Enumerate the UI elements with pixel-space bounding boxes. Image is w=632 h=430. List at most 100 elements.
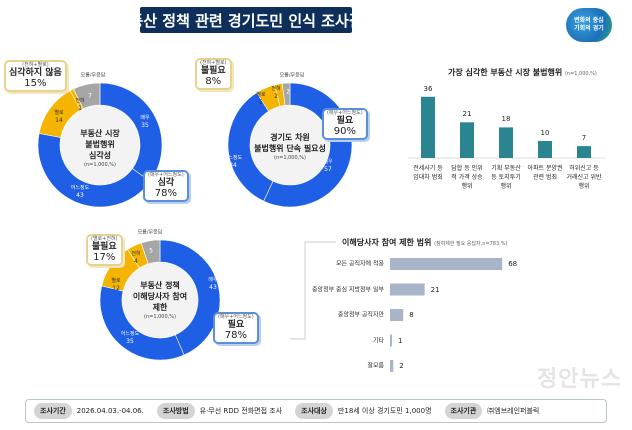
segment-label-title: 모름/무응답 — [279, 72, 305, 79]
title-text: 부동산 정책 관련 경기도민 인식 조사결과 — [115, 11, 377, 30]
segment-label: 전혀 2 — [271, 86, 280, 100]
bar — [390, 360, 394, 372]
callout-main: 불필요 — [200, 65, 226, 76]
callout-percent: 8% — [205, 76, 222, 88]
callout-percent: 78% — [154, 188, 177, 200]
donut-slice — [73, 82, 101, 110]
segment-label: 2 — [286, 89, 290, 96]
bar-category-label: 잘모름 — [367, 362, 384, 370]
segment-label: 별로 12 — [111, 278, 120, 292]
segment-value: 5 — [149, 247, 153, 255]
segment-name: 별로 — [256, 92, 266, 98]
segment-value: 2 — [286, 88, 290, 96]
callout-main: 필요 — [336, 115, 354, 126]
donut-center-title: 부동산 시장 불법행위 심각성 (n=1,000,%) — [50, 128, 150, 169]
segment-label: 어느정도 43 — [71, 185, 89, 199]
segment-value: 35 — [126, 338, 134, 345]
bar-category-label: 기획 부동산 등 토지투기 행위 — [491, 165, 521, 190]
footer-value: 유·무선 RDD 전화면접 조사 — [199, 407, 283, 415]
donut-hole — [60, 105, 140, 185]
segment-label-title: 모름/무응답 — [137, 229, 163, 236]
segment-name: 별로 — [54, 110, 64, 116]
segment-name: 별로 — [111, 278, 121, 284]
bar-value: 8 — [409, 311, 414, 319]
segment-value: 43 — [209, 284, 217, 291]
center-title-line: 이해당사자 참여 — [132, 292, 188, 301]
segment-label: 전혀 4 — [131, 251, 140, 265]
donut-hole — [250, 105, 330, 185]
chart-note: (n=1,000,%) — [564, 71, 597, 77]
donut-slice — [140, 239, 161, 265]
bar-category-label: 중앙정부 공직자만 — [337, 311, 384, 319]
bar-value: 18 — [501, 115, 511, 124]
chart-note: (참여제한 필요 응답자,n=783,%) — [434, 241, 508, 247]
bar-category-label: 전세사기 등 임대차 범죄 — [413, 165, 443, 181]
bar — [390, 309, 404, 321]
chart-title: 가장 심각한 부동산 시장 불법행위 (n=1,000,%) — [448, 68, 597, 77]
bar-value: 68 — [508, 260, 518, 268]
footer-label: 조사기간 — [34, 403, 72, 419]
callout-percent: 78% — [224, 330, 247, 342]
segment-label: 매우 43 — [208, 277, 217, 291]
bar-category-label: 아파트 분양권 관련 범죄 — [527, 165, 563, 181]
sample-note: (n=1,000,%) — [84, 162, 116, 168]
callout-box: (매우+어느정도) 필요 78% — [213, 312, 259, 345]
gyeonggi-logo: 변화의 중심 기회의 경기 — [566, 8, 612, 42]
sample-note: (n=1,000,%) — [274, 155, 306, 161]
segment-label: 5 — [149, 248, 153, 255]
footer-value: ㈜엠브레인퍼블릭 — [487, 407, 540, 415]
logo-text: 변화의 중심 — [574, 17, 604, 24]
center-title-line: 심각성 — [88, 151, 112, 160]
segment-name: 어느정도 — [70, 185, 90, 191]
bar-category-label: 중앙정부 중심 지방정부 일부 — [312, 286, 384, 293]
donut-slice — [159, 239, 221, 356]
bar-category-label: 담합 등 인위적 가격 상승행위 — [451, 165, 483, 190]
footer-value: 만18세 이상 경기도민 1,000명 — [337, 407, 432, 415]
callout-main: 불필요 — [91, 241, 117, 252]
callout-sub: (매우+어느정도) — [148, 172, 184, 178]
segment-label: 전혀 1 — [75, 98, 84, 112]
callout-sub: (매우+어느정도) — [327, 110, 363, 116]
segment-name: 전혀 — [131, 251, 141, 257]
segment-value: 12 — [112, 285, 120, 292]
segment-value: 14 — [55, 117, 63, 124]
callout-sub: (별로+전혀) — [91, 236, 118, 242]
center-title-line: 불법행위 — [85, 140, 115, 149]
segment-label: 어느정도 34 — [224, 155, 242, 169]
segment-name: 매우 — [323, 159, 333, 165]
bar-value: 10 — [540, 129, 550, 137]
bar — [538, 141, 552, 158]
bar — [421, 96, 435, 158]
callout-percent: 90% — [333, 126, 356, 138]
segment-label: 별로 14 — [54, 110, 63, 124]
segment-value: 7 — [88, 92, 92, 100]
bar-category-label: 모든 공직자에 적용 — [336, 260, 384, 268]
callout-main: 필요 — [227, 319, 245, 330]
segment-value: 43 — [76, 192, 84, 199]
segment-name: 전혀 — [75, 98, 85, 104]
footer-label: 조사기관 — [444, 403, 483, 419]
segment-value: 34 — [229, 162, 237, 169]
callout-main: 심각하지 않음 — [9, 67, 62, 78]
segment-name: 매우 — [208, 277, 218, 283]
footer-label: 조사대상 — [295, 403, 333, 419]
callout-percent: 15% — [24, 78, 47, 90]
segment-value: 2 — [274, 93, 278, 100]
survey-info-footer: 조사기간 2026.04.03.-04.06. 조사방법 유·무선 RDD 전화면접 … — [25, 399, 607, 423]
chart-title: 이해당사자 참여 제한 범위 (참여제한 필요 응답자,n=783,%) — [342, 238, 508, 247]
bar-value: 21 — [462, 110, 472, 119]
bar-value: 1 — [398, 336, 403, 345]
bar — [577, 146, 591, 158]
segment-value: 1 — [78, 105, 82, 112]
footer-label: 조사방법 — [156, 403, 195, 419]
segment-label: 매우 57 — [323, 159, 332, 173]
donut-slice — [37, 133, 151, 208]
segment-value: 4 — [134, 258, 138, 265]
segment-value: 35 — [141, 122, 149, 129]
bar-category-label: 허위신고 등 거래신고 위반 행위 — [566, 165, 602, 190]
callout-box: (전혀+별로) 불필요 8% — [195, 58, 232, 91]
segment-name: 매우 — [140, 115, 150, 121]
bar-category-label: 기타 — [372, 337, 384, 344]
donut-center-title: 경기도 차원 불법행위 단속 필요성 (n=1,000,%) — [240, 132, 340, 162]
